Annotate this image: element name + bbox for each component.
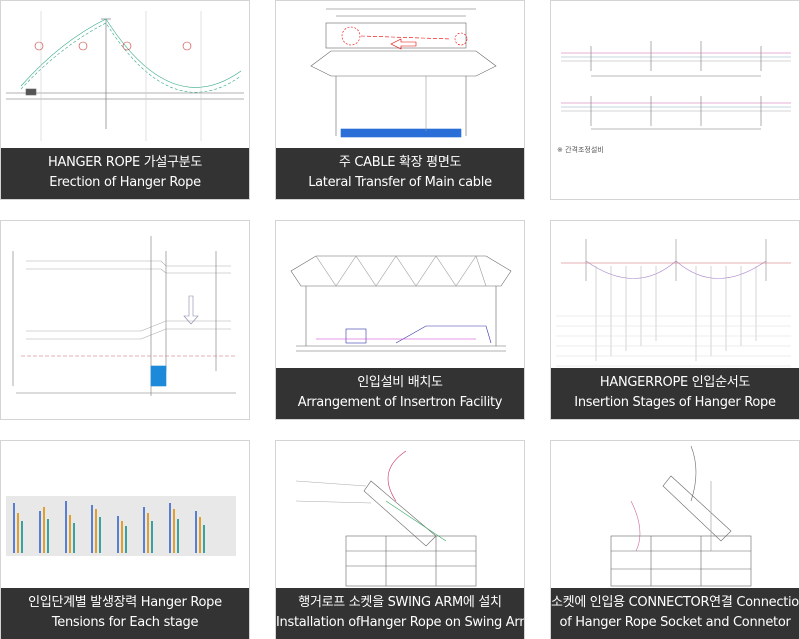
drawing [6, 11, 244, 141]
caption-line: 행거로프 소켓을 SWING ARM에 설치 [298, 595, 502, 610]
thumbnail[interactable]: 인입설비 배치도 Arrangement of Insertron Facilit… [275, 220, 525, 420]
caption: 소켓에 인입용 CONNECTOR연결 Connection of Hanger … [551, 588, 799, 639]
caption-line: HANGER ROPE 가설구분도 [48, 155, 202, 170]
drawing [12, 236, 236, 396]
drawing [310, 8, 497, 138]
thumbnail[interactable]: 인입단계별 발생장력 Hanger Rope Tensions for Each … [0, 440, 250, 639]
caption: HANGERROPE 인입순서도 Insertion Stages of Hang… [551, 368, 799, 419]
caption-line: of Hanger Rope Socket and Connetor [559, 615, 791, 630]
thumbnail[interactable]: HANGER ROPE 가설구분도 Erection of Hanger Rope [0, 0, 250, 200]
drawing [290, 255, 512, 352]
thumbnail[interactable]: 주 CABLE 확장 평면도 Lateral Transfer of Main c… [275, 0, 525, 200]
thumbnail[interactable]: 행거로프 소켓을 SWING ARM에 설치 Installation ofHan… [275, 440, 525, 639]
thumbnail[interactable]: 소켓에 인입용 CONNECTOR연결 Connection of Hanger … [550, 440, 800, 639]
caption: 주 CABLE 확장 평면도 Lateral Transfer of Main c… [276, 148, 524, 199]
thumbnail[interactable] [0, 220, 250, 420]
caption-line: Installation ofHanger Rope on Swing Arm [276, 615, 525, 630]
caption: 인입설비 배치도 Arrangement of Insertron Facilit… [276, 368, 524, 419]
caption: HANGER ROPE 가설구분도 Erection of Hanger Rope [1, 148, 249, 199]
drawing [6, 496, 236, 556]
caption-line: Arrangement of Insertron Facility [297, 395, 503, 410]
drawing [610, 445, 752, 587]
thumbnail[interactable]: HANGERROPE 인입순서도 Insertion Stages of Hang… [550, 220, 800, 420]
caption-line: 인입단계별 발생장력 Hanger Rope [28, 595, 222, 610]
caption-line: Erection of Hanger Rope [49, 175, 201, 190]
thumbnail[interactable]: ※ 간격조정설비 [550, 0, 800, 200]
caption-line: 소켓에 인입용 CONNECTOR연결 Connection [551, 595, 800, 610]
drawing [295, 450, 477, 587]
caption-line: Tensions for Each stage [51, 615, 199, 630]
caption: 인입단계별 발생장력 Hanger Rope Tensions for Each … [1, 588, 249, 639]
drawing [556, 239, 791, 367]
drawing [561, 41, 791, 130]
note: ※ 간격조정설비 [557, 146, 604, 154]
caption-line: HANGERROPE 인입순서도 [599, 375, 751, 390]
caption-line: Lateral Transfer of Main cable [308, 175, 492, 190]
caption-line: 인입설비 배치도 [357, 375, 443, 390]
caption-line: 주 CABLE 확장 평면도 [338, 155, 462, 170]
caption: 행거로프 소켓을 SWING ARM에 설치 Installation ofHan… [276, 588, 524, 639]
caption-line: Insertion Stages of Hanger Rope [574, 395, 776, 410]
